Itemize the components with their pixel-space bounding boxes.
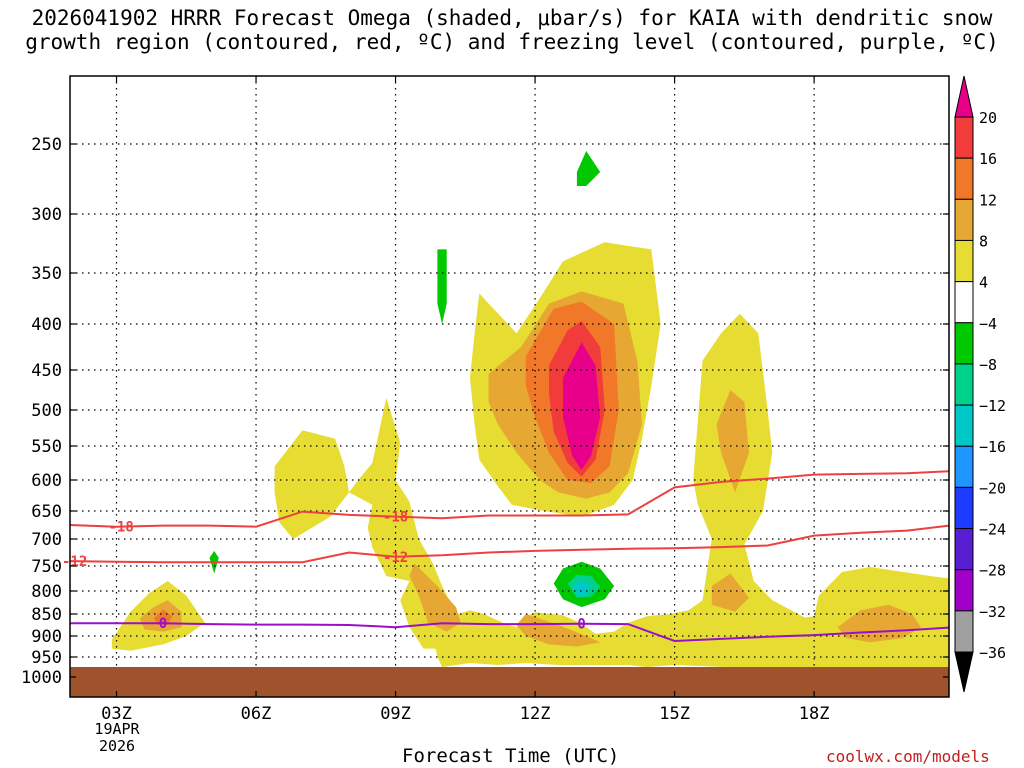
- colorbar-bin: [954, 404, 974, 447]
- y-tick-label: 900: [31, 627, 62, 647]
- omega-region-9: [711, 573, 749, 612]
- contour-0: [69, 470, 950, 528]
- y-tick-label: 500: [31, 401, 62, 421]
- y-tick-label: 250: [31, 135, 62, 155]
- colorbar-cap-bottom: [954, 651, 974, 693]
- colorbar-bin: [954, 445, 974, 488]
- chart-title: 2026041902 HRRR Forecast Omega (shaded, …: [0, 6, 1024, 54]
- colorbar-bin: [954, 322, 974, 365]
- colorbar-label: 8: [979, 232, 988, 250]
- y-tick-label: 850: [31, 605, 62, 625]
- colorbar-bin: [954, 157, 974, 200]
- omega-region-5: [409, 563, 461, 632]
- omega-region-17: [576, 151, 601, 186]
- omega-region-13: [153, 609, 173, 625]
- title-line-2: growth region (contoured, red, ºC) and f…: [25, 30, 999, 54]
- contour-2: [70, 622, 950, 643]
- omega-region-6: [516, 614, 601, 647]
- colorbar-label: −8: [979, 356, 997, 374]
- y-tick-label: 700: [31, 530, 62, 550]
- y-tick-label: 750: [31, 557, 62, 577]
- colorbar-bin: [954, 528, 974, 571]
- contour-label: -12: [383, 550, 408, 566]
- omega-region-16: [437, 249, 447, 324]
- colorbar-label: 4: [979, 274, 988, 292]
- x-tick-label: 12Z: [520, 704, 551, 724]
- colorbar-label: −24: [979, 521, 1006, 539]
- date-label-year: 2026: [98, 737, 136, 755]
- terrain-block: [70, 667, 949, 697]
- date-label-month: 19APR: [94, 720, 140, 738]
- colorbar-bin: [954, 569, 974, 612]
- colorbar-label: 20: [979, 109, 997, 127]
- x-tick-label: 03Z: [101, 704, 132, 724]
- title-line-1: 2026041902 HRRR Forecast Omega (shaded, …: [31, 6, 993, 30]
- y-tick-label: 450: [31, 361, 62, 381]
- colorbar-label: −20: [979, 479, 1006, 497]
- contour-label: -18: [109, 520, 134, 536]
- x-tick-label: 18Z: [799, 704, 830, 724]
- colorbar-bin: [954, 116, 974, 159]
- omega-region-2: [274, 430, 349, 539]
- colorbar-bin: [954, 610, 974, 653]
- x-axis-label: Forecast Time (UTC): [402, 745, 620, 767]
- y-tick-label: 550: [31, 437, 62, 457]
- y-tick-label: 650: [31, 502, 62, 522]
- colorbar-bin: [954, 281, 974, 324]
- contour-1: [69, 524, 950, 564]
- colorbar-label: −4: [979, 315, 997, 333]
- colorbar-bin: [954, 239, 974, 283]
- y-tick-label: 950: [31, 648, 62, 668]
- colorbar-label: −28: [979, 562, 1006, 580]
- x-tick-label: 06Z: [241, 704, 272, 724]
- credit-link[interactable]: coolwx.com/models: [826, 747, 990, 766]
- contour-label: 0: [159, 616, 167, 632]
- y-tick-label: 600: [31, 471, 62, 491]
- x-tick-label: 09Z: [380, 704, 411, 724]
- colorbar-label: −36: [979, 644, 1006, 662]
- colorbar-label: 12: [979, 191, 997, 209]
- plot-frame: [69, 75, 950, 698]
- colorbar-bin: [954, 198, 974, 241]
- contour-label: -12: [62, 554, 87, 570]
- x-tick-label: 15Z: [659, 704, 690, 724]
- contour-label: 0: [577, 617, 585, 633]
- y-tick-label: 300: [31, 205, 62, 225]
- colorbar-label: −32: [979, 603, 1006, 621]
- initial-date-label: 19APR 2026: [92, 721, 142, 755]
- y-tick-label: 1000: [21, 668, 62, 688]
- omega-region-8: [716, 390, 749, 493]
- omega-region-15: [563, 342, 601, 470]
- colorbar-label: 16: [979, 150, 997, 168]
- colorbar-bin: [954, 363, 974, 406]
- contour-label: -18: [383, 510, 408, 526]
- colorbar-label: −16: [979, 438, 1006, 456]
- colorbar-label: −12: [979, 397, 1006, 415]
- y-tick-label: 350: [31, 264, 62, 284]
- y-tick-label: 800: [31, 582, 62, 602]
- colorbar-bin: [954, 486, 974, 530]
- colorbar-cap-top: [954, 75, 974, 118]
- y-tick-label: 400: [31, 315, 62, 335]
